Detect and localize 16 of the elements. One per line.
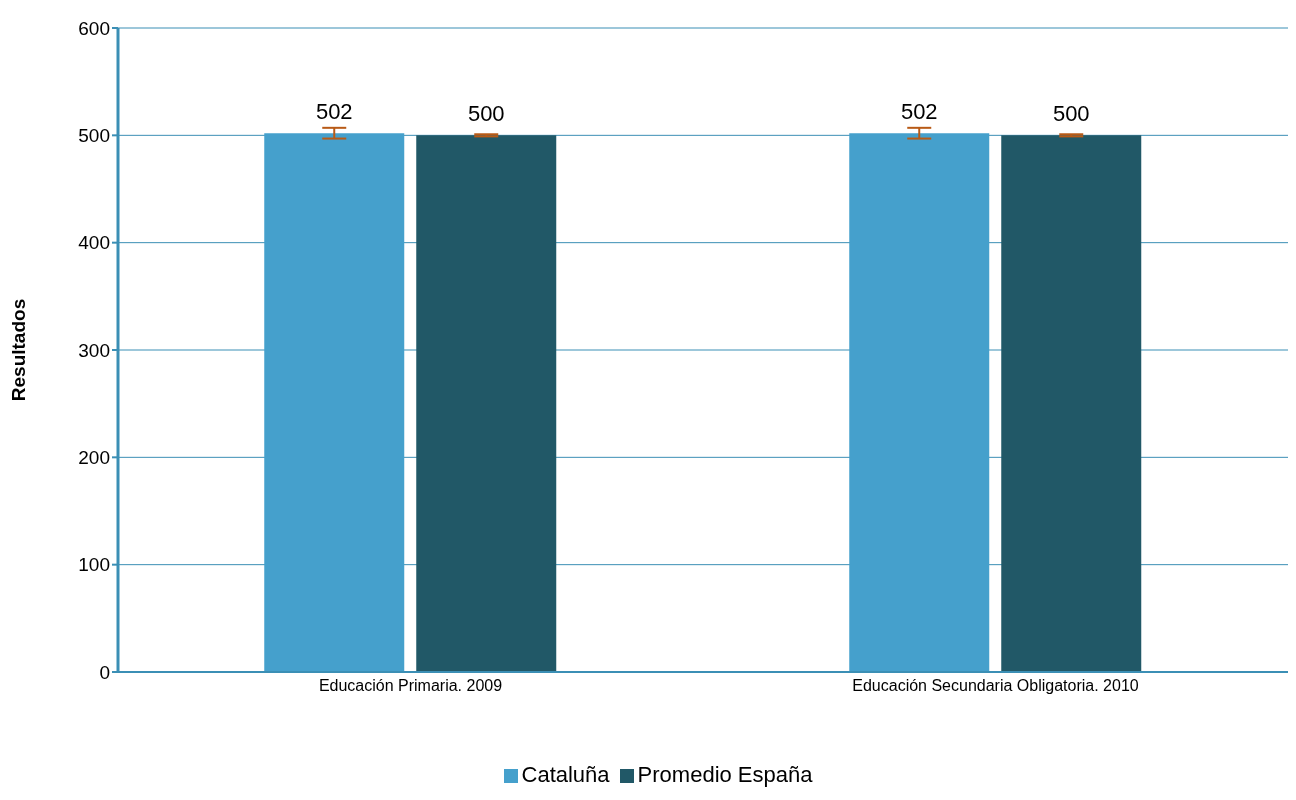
- y-tick-label: 0: [99, 661, 110, 683]
- data-label: 502: [315, 99, 353, 125]
- y-tick-label: 600: [78, 17, 110, 39]
- x-tick-label: Educación Secundaria Obligatoria. 2010: [852, 677, 1139, 695]
- data-label: 500: [467, 101, 505, 127]
- y-axis-title: Resultados: [7, 298, 29, 402]
- legend-label: Promedio España: [637, 762, 813, 787]
- data-label: 502: [900, 99, 938, 125]
- y-tick-label: 200: [78, 447, 110, 469]
- y-tick-label: 400: [78, 232, 110, 254]
- y-tick-label: 100: [78, 554, 110, 576]
- legend-label: Cataluña: [521, 762, 610, 787]
- x-tick-label: Educación Primaria. 2009: [318, 677, 503, 695]
- y-tick-label: 500: [78, 125, 110, 147]
- data-label: 500: [1052, 101, 1090, 127]
- y-tick-label: 300: [78, 339, 110, 361]
